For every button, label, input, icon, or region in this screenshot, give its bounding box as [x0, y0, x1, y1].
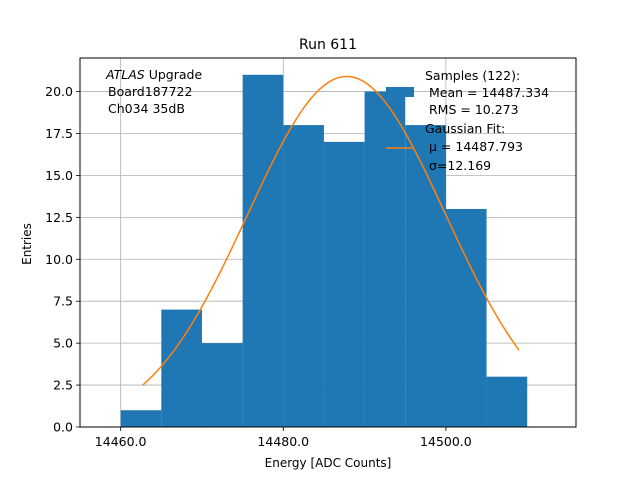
legend-fit-text: Gaussian Fit: μ = 14487.793 σ=12.169 — [425, 121, 527, 173]
fit-curve — [142, 75, 520, 386]
legend-samples-line-1: Samples (122): — [425, 68, 520, 83]
legend-samples-line-2: Mean = 14487.334 — [429, 85, 549, 100]
histogram-bar — [405, 125, 446, 427]
y-tick-label: 15.0 — [45, 168, 73, 183]
y-tick-label: 12.5 — [45, 210, 73, 225]
chart-title: Run 611 — [299, 37, 357, 53]
y-tick-label: 17.5 — [45, 126, 73, 141]
y-tick-label: 7.5 — [53, 294, 73, 309]
y-axis-label: Entries — [20, 223, 34, 265]
axes-frame — [79, 57, 577, 428]
y-tick-label: 2.5 — [53, 378, 73, 393]
annotation-atlas: ATLAS — [105, 67, 145, 82]
y-tick-label: 0.0 — [53, 420, 73, 435]
x-tick-label: 14460.0 — [95, 434, 147, 449]
histogram-bar — [161, 309, 202, 427]
histogram-bar — [486, 376, 528, 427]
annotation-upgrade: Upgrade — [149, 67, 203, 82]
histogram-bar — [445, 208, 487, 427]
y-tick-label: 10.0 — [45, 252, 73, 267]
x-tick-label: 14480.0 — [257, 434, 309, 449]
histogram-bar — [242, 74, 284, 427]
legend-samples-line-3: RMS = 10.273 — [429, 102, 519, 117]
legend-fit-line-2: μ = 14487.793 — [429, 139, 523, 154]
y-tick-label: 5.0 — [53, 336, 73, 351]
legend: Samples (122): Mean = 14487.334 RMS = 10… — [386, 68, 553, 173]
y-tick-label: 20.0 — [45, 84, 73, 99]
annotation-line-2: Board187722 — [108, 84, 192, 99]
annotation-line-1: ATLAS Upgrade — [105, 67, 206, 82]
x-axis-label: Energy [ADC Counts] — [265, 456, 392, 470]
x-tick-label: 14500.0 — [420, 434, 472, 449]
histogram-bar — [323, 141, 365, 427]
legend-fit-line-3: σ=12.169 — [429, 158, 491, 173]
axis-ticks: 14460.0 14480.0 14500.0 0.0 2.5 5.0 7.5 10.0 12.… — [45, 84, 472, 449]
histogram-bar — [364, 91, 406, 427]
gaussian-fit — [142, 75, 520, 386]
legend-fit-line-1: Gaussian Fit: — [425, 121, 505, 136]
histogram-bar — [283, 125, 324, 427]
annotation-block: ATLAS Upgrade Board187722 Ch034 35dB — [105, 67, 206, 116]
histogram-bar — [201, 343, 243, 427]
histogram-bars — [120, 74, 528, 427]
annotation-line-3: Ch034 35dB — [108, 101, 185, 116]
legend-samples-patch — [386, 87, 414, 97]
histogram-bar — [120, 410, 162, 427]
legend-samples-text: Samples (122): Mean = 14487.334 RMS = 10… — [425, 68, 553, 117]
